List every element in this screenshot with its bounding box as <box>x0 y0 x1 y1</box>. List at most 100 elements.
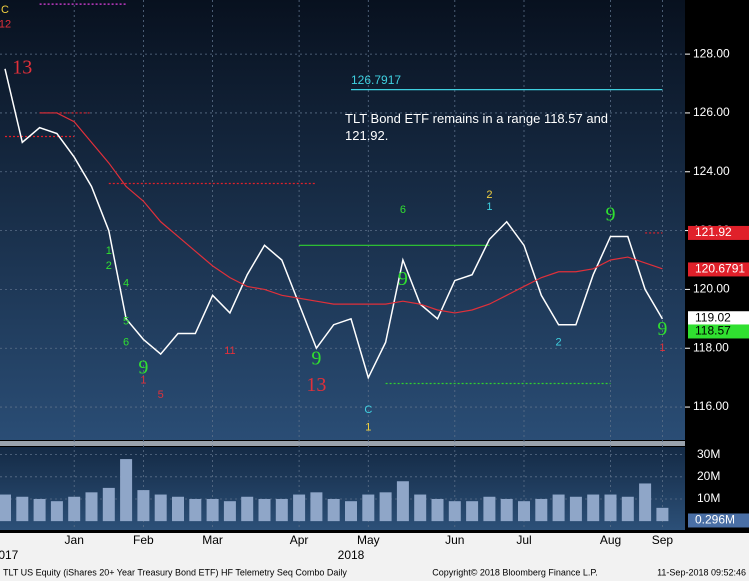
volume-bar <box>414 494 427 522</box>
x-tick-label: Feb <box>133 533 154 547</box>
x-tick-label: Apr <box>290 533 309 547</box>
price-line <box>39 112 663 314</box>
y-tick-label: 118.00 <box>693 340 729 354</box>
count-label: 4 <box>123 277 129 289</box>
y-tick-label: 116.00 <box>693 399 729 413</box>
y2-tick-label: 30M <box>697 447 720 461</box>
year-label: 2018 <box>338 548 365 562</box>
count-label: C <box>1 4 9 16</box>
volume-bar <box>293 494 306 522</box>
count-label: 1 <box>365 422 371 434</box>
panel-divider <box>0 441 685 446</box>
volume-tag-label: 0.296M <box>695 513 735 527</box>
y-tick-label: 128.00 <box>693 46 730 60</box>
price-panel <box>0 0 685 440</box>
volume-bar <box>448 501 461 522</box>
volume-bar <box>154 494 167 522</box>
x-tick-label: Jan <box>65 533 84 547</box>
axis-strip <box>0 533 749 581</box>
count-label: 11 <box>224 345 235 357</box>
footer-left: TLT US Equity (iShares 20+ Year Treasury… <box>3 567 347 577</box>
y-tick-label: 126.00 <box>693 105 730 119</box>
price-tag-label: 120.6791 <box>695 262 745 276</box>
volume-bar <box>345 501 357 522</box>
volume-bar <box>120 459 133 522</box>
volume-bar <box>33 498 46 522</box>
price-line <box>4 68 664 380</box>
volume-bar <box>241 496 254 522</box>
count-label: 9 <box>398 268 408 290</box>
count-label: 12 <box>0 19 11 31</box>
volume-panel <box>0 447 685 530</box>
volume-bar <box>483 496 496 522</box>
volume-bar <box>258 498 271 522</box>
volume-bar <box>656 507 669 522</box>
volume-bar <box>639 483 652 522</box>
volume-bar <box>206 498 219 522</box>
count-label: 2 <box>106 260 112 272</box>
count-label: 1 <box>486 201 492 213</box>
level-label: 126.7917 <box>351 73 401 87</box>
volume-bar <box>137 490 150 522</box>
x-tick-label: Sep <box>652 533 674 547</box>
volume-bar <box>85 492 98 522</box>
price-tag-label: 118.57 <box>695 324 731 338</box>
count-label: 6 <box>400 204 406 216</box>
volume-bar <box>569 496 582 522</box>
y2-tick-label: 10M <box>697 491 720 505</box>
x-tick-label: May <box>357 533 380 547</box>
count-label: 5 <box>123 316 129 328</box>
note-text: TLT Bond ETF remains in a range 118.57 a… <box>345 111 609 143</box>
count-label: 1 <box>106 245 112 257</box>
x-tick-label: Jun <box>445 533 464 547</box>
volume-bar <box>189 498 202 522</box>
volume-bar <box>223 501 236 522</box>
price-tag-label: 121.92 <box>695 225 732 239</box>
footer-center: Copyright© 2018 Bloomberg Finance L.P. <box>432 567 598 577</box>
volume-bar <box>0 494 11 522</box>
volume-bar <box>604 494 617 522</box>
x-tick-label: Mar <box>202 533 223 547</box>
y-tick-label: 120.00 <box>693 282 730 296</box>
volume-tag <box>688 513 749 528</box>
count-label: 9 <box>657 318 667 340</box>
count-label: 13 <box>306 374 326 396</box>
volume-bar <box>310 492 323 522</box>
volume-bar <box>621 496 634 522</box>
count-label: 9 <box>606 203 616 225</box>
price-tag <box>688 225 749 240</box>
volume-bar <box>431 498 444 522</box>
price-tag <box>688 262 749 277</box>
count-label: 9 <box>138 356 148 378</box>
count-label: 5 <box>158 389 164 401</box>
count-label: 13 <box>12 56 32 78</box>
volume-bar <box>587 494 600 522</box>
volume-bar <box>50 501 63 522</box>
footer-right: 11-Sep-2018 09:52:46 <box>657 567 746 577</box>
year-label: 2017 <box>0 548 19 562</box>
price-tag <box>688 311 749 326</box>
x-tick-label: Jul <box>516 533 531 547</box>
volume-bar <box>466 501 479 522</box>
y2-tick-label: 20M <box>697 469 720 483</box>
y-tick-label: 124.00 <box>693 164 730 178</box>
volume-bar <box>327 498 340 522</box>
volume-bar <box>68 496 81 522</box>
note: TLT Bond ETF remains in a range 118.57 a… <box>345 111 609 143</box>
volume-bar <box>396 481 409 522</box>
price-tag <box>688 324 749 339</box>
count-label: 6 <box>123 336 129 348</box>
x-tick-label: Aug <box>600 533 621 547</box>
count-label: C <box>364 404 372 416</box>
count-label: 2 <box>486 189 492 201</box>
volume-bar <box>275 498 288 522</box>
volume-bar <box>362 494 375 522</box>
volume-bar <box>535 498 548 522</box>
volume-bar <box>552 494 565 522</box>
volume-bar <box>518 501 530 522</box>
volume-bar <box>379 492 392 522</box>
volume-bar <box>16 496 29 522</box>
count-label: 2 <box>556 336 562 348</box>
price-tag-label: 119.02 <box>695 310 731 324</box>
